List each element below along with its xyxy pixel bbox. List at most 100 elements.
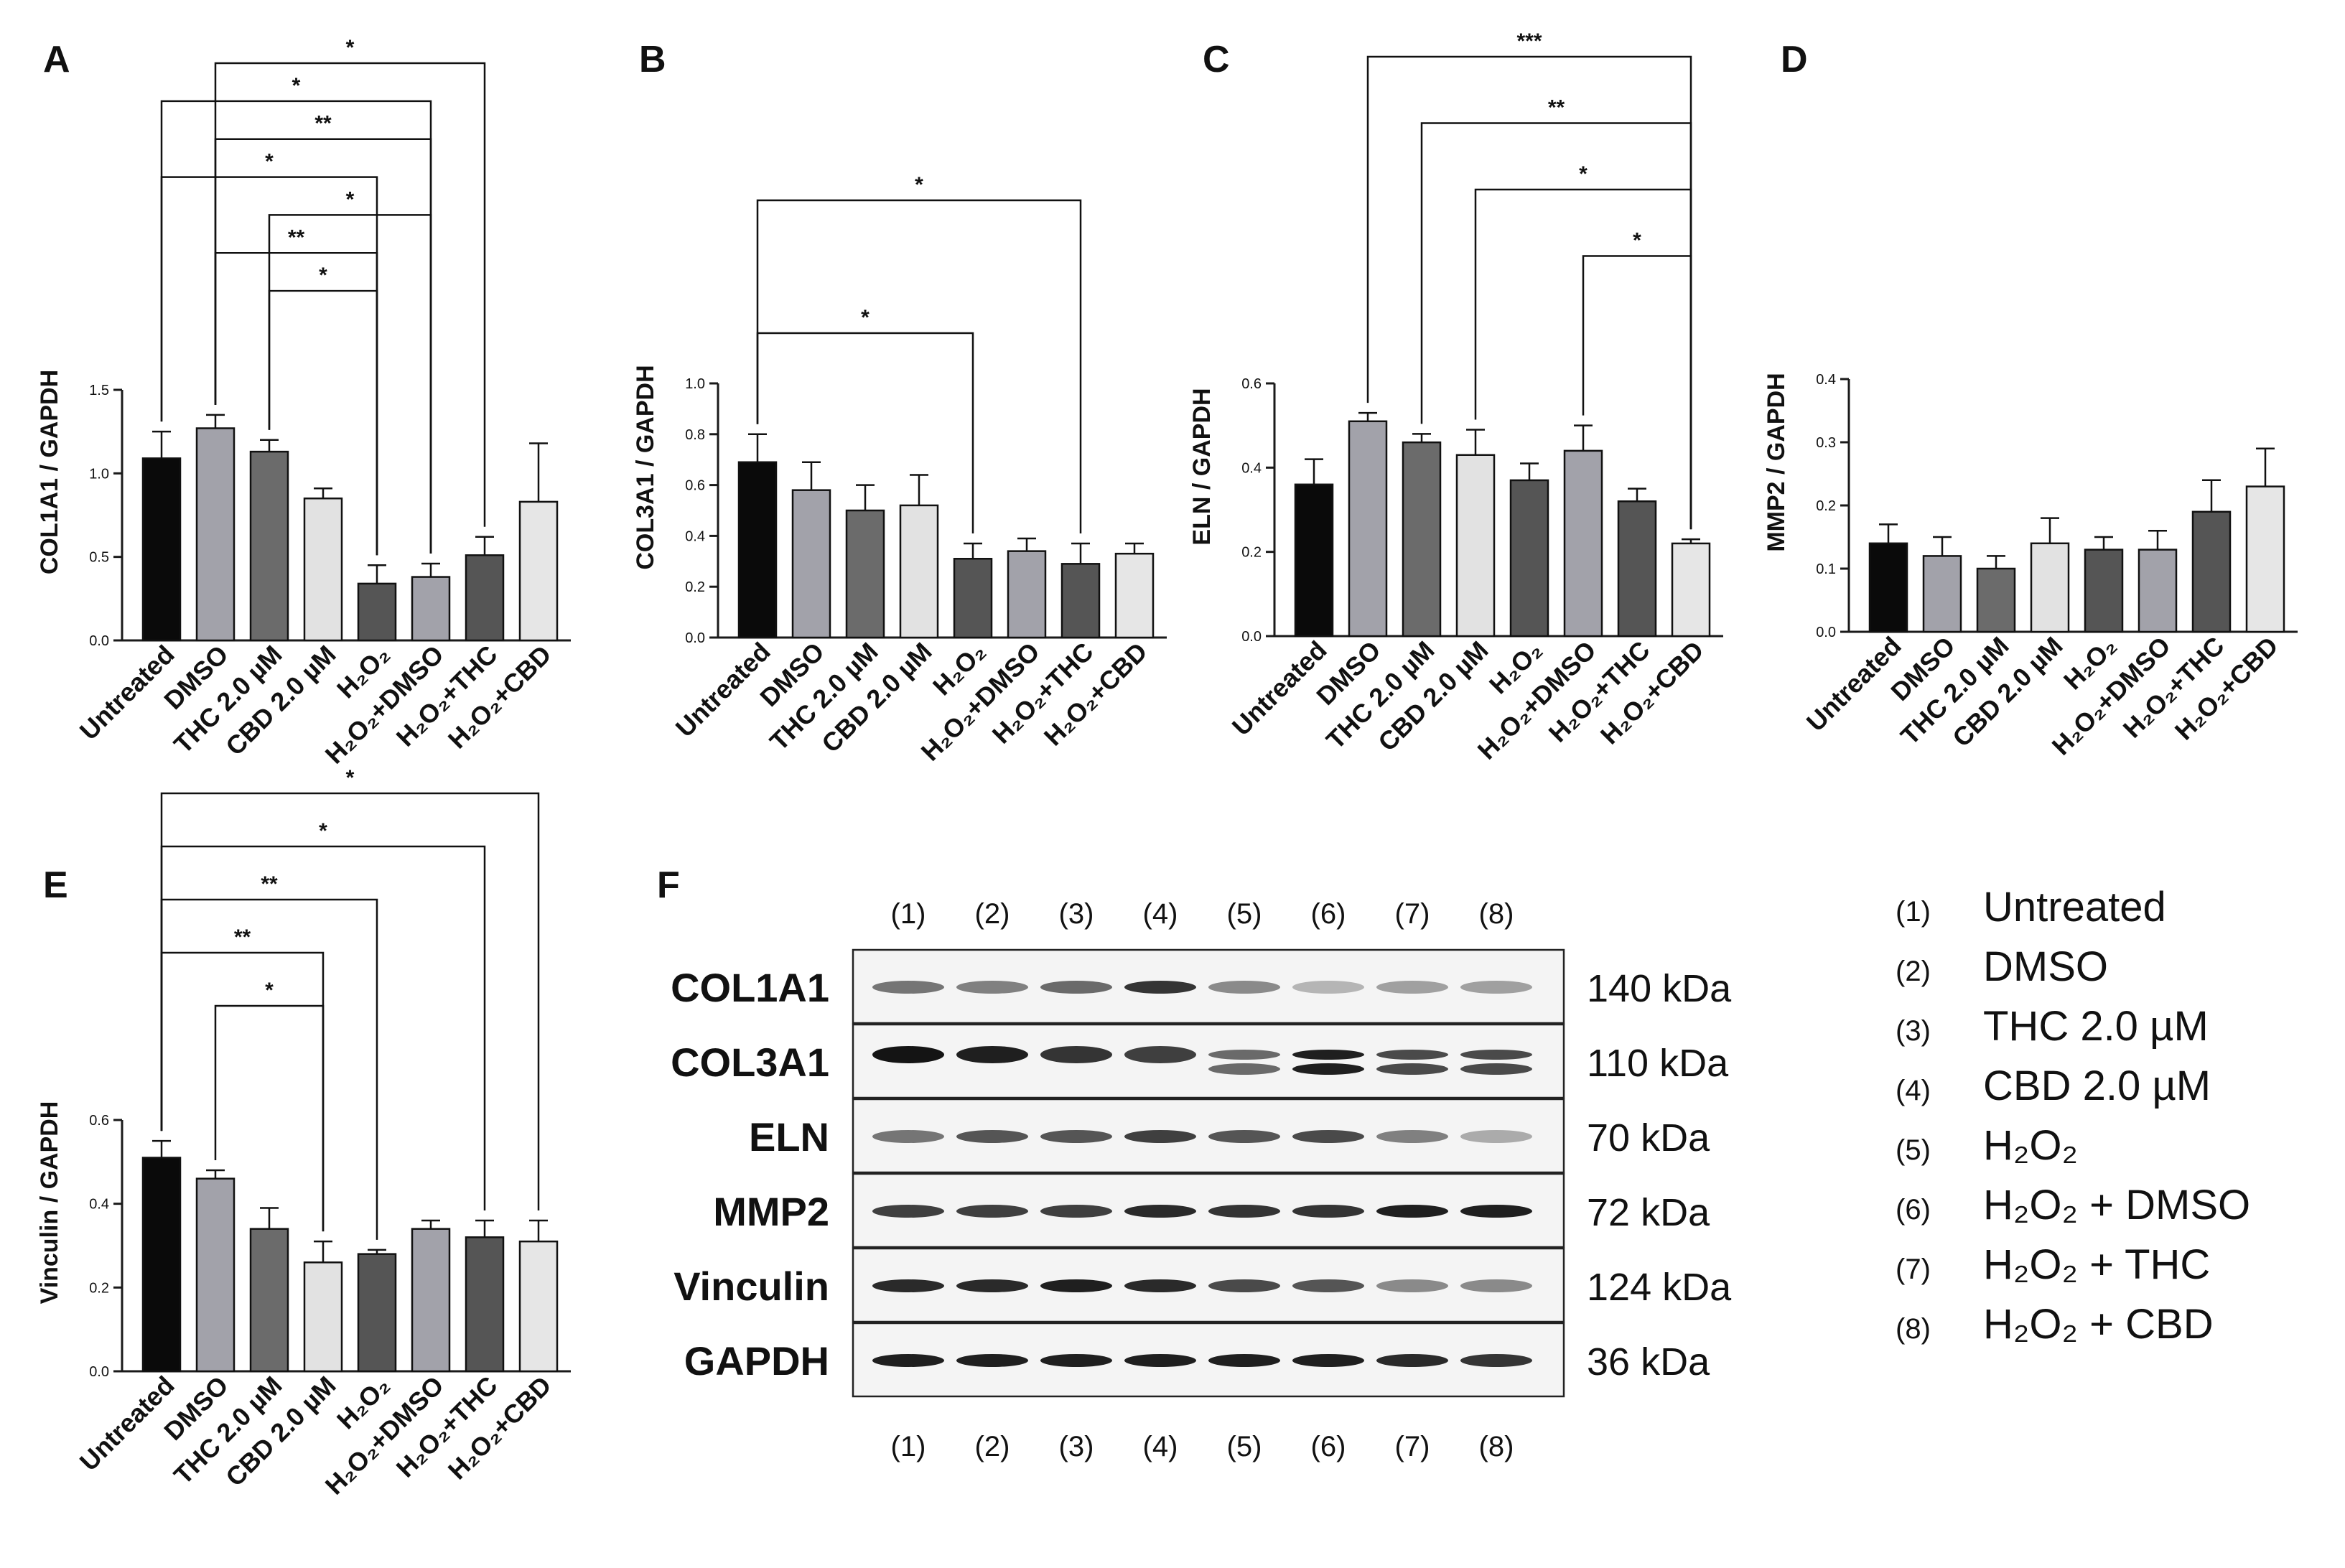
y-tick-label: 0.0 xyxy=(89,1364,109,1380)
bar xyxy=(899,504,939,639)
bar xyxy=(195,1177,236,1373)
bar xyxy=(953,558,993,639)
bar xyxy=(249,1228,289,1373)
blot-band xyxy=(1376,1063,1448,1075)
bar xyxy=(2137,549,2178,633)
significance-bracket xyxy=(756,332,974,534)
blot-kda-label: 110 kDa xyxy=(1587,1042,1729,1085)
y-tick-label: 0.3 xyxy=(1816,435,1836,451)
lane-label-bottom: (4) xyxy=(1143,1431,1178,1462)
y-tick-label: 0.8 xyxy=(685,427,705,443)
bar xyxy=(1671,542,1711,638)
bar xyxy=(1294,483,1334,638)
blot-band xyxy=(1208,981,1280,994)
y-tick-label: 0.0 xyxy=(1816,625,1836,640)
legend-label: H₂O₂ + DMSO xyxy=(1983,1182,2250,1228)
panel-letter: C xyxy=(1203,39,1230,80)
bar xyxy=(1868,542,1908,633)
blot-protein-label: MMP2 xyxy=(713,1189,829,1234)
blot-row-col1a1: COL1A1 140 kDa xyxy=(671,948,1732,1025)
blot-band xyxy=(872,1205,944,1218)
blot-band xyxy=(1208,1279,1280,1292)
blot-band xyxy=(872,981,944,994)
y-axis-label: ELN / GAPDH xyxy=(1188,388,1216,545)
blot-band xyxy=(1040,1279,1112,1292)
blot-band xyxy=(1292,1279,1364,1292)
bar xyxy=(411,1228,451,1373)
bar xyxy=(303,497,343,642)
legend-number: (4) xyxy=(1896,1075,1931,1106)
bar xyxy=(845,509,885,639)
lane-label-top: (1) xyxy=(891,898,926,930)
bar xyxy=(1617,500,1657,638)
legend-label: H₂O₂ xyxy=(1983,1122,2078,1169)
significance-label: * xyxy=(346,36,355,60)
blot-kda-label: 140 kDa xyxy=(1587,967,1732,1010)
significance-label: * xyxy=(861,306,870,330)
blot-band xyxy=(1292,1130,1364,1143)
bar xyxy=(1114,552,1155,639)
blot-band xyxy=(1040,1046,1112,1063)
blot-band xyxy=(1292,1205,1364,1218)
panel-letter: A xyxy=(43,39,70,80)
bar xyxy=(518,1240,559,1373)
y-axis-label: COL1A1 / GAPDH xyxy=(36,370,63,574)
blot-band xyxy=(1124,1354,1196,1367)
y-tick-label: 0.4 xyxy=(1816,372,1836,388)
blot-band xyxy=(956,1354,1028,1367)
blot-band xyxy=(1124,1130,1196,1143)
blot-band xyxy=(956,981,1028,994)
lane-label-top: (4) xyxy=(1143,898,1178,930)
blot-band xyxy=(1292,981,1364,994)
y-tick-label: 0.5 xyxy=(89,550,109,566)
lane-label-top: (2) xyxy=(975,898,1010,930)
significance-label: *** xyxy=(1516,29,1542,53)
significance-label: * xyxy=(346,187,355,211)
blot-row-eln: ELN 70 kDa xyxy=(749,1098,1710,1174)
lane-label-bottom: (1) xyxy=(891,1431,926,1462)
bar xyxy=(737,461,778,639)
significance-label: * xyxy=(292,74,301,98)
significance-label: ** xyxy=(1548,96,1565,120)
blot-band xyxy=(956,1205,1028,1218)
bar xyxy=(411,576,451,642)
blot-band xyxy=(956,1130,1028,1143)
bar xyxy=(357,582,397,642)
blot-row-col3a1: COL3A1 110 kDa xyxy=(671,1023,1729,1099)
significance-bracket xyxy=(268,214,432,554)
blot-band xyxy=(872,1130,944,1143)
y-tick-label: 0.2 xyxy=(685,579,705,595)
legend-number: (2) xyxy=(1896,956,1931,987)
blot-band xyxy=(1040,1130,1112,1143)
bar xyxy=(791,489,831,639)
significance-label: * xyxy=(1579,162,1588,186)
bar xyxy=(2245,485,2285,633)
lane-label-bottom: (6) xyxy=(1311,1431,1346,1462)
bar xyxy=(195,427,236,642)
bar xyxy=(2191,510,2232,633)
blot-band xyxy=(1376,1354,1448,1367)
blot-band xyxy=(1460,981,1532,994)
lane-label-bottom: (2) xyxy=(975,1431,1010,1462)
blot-band xyxy=(1460,1205,1532,1218)
lane-label-top: (7) xyxy=(1395,898,1430,930)
blot-band xyxy=(1124,1205,1196,1218)
blot-panel: F (1) (1) (2) (2) (3) (3) (4) (4) (5) (5) (6) (6) (7)… xyxy=(657,864,1732,1462)
y-tick-label: 0.2 xyxy=(1241,545,1262,561)
blot-band xyxy=(1040,1354,1112,1367)
y-tick-label: 0.4 xyxy=(1241,460,1262,476)
lane-label-bottom: (3) xyxy=(1059,1431,1094,1462)
y-tick-label: 0.0 xyxy=(89,633,109,649)
bar xyxy=(1348,420,1388,638)
blot-band xyxy=(1208,1130,1280,1143)
significance-label: ** xyxy=(234,925,251,949)
lane-label-bottom: (8) xyxy=(1479,1431,1514,1462)
y-tick-label: 0.1 xyxy=(1816,561,1836,577)
blot-protein-label: GAPDH xyxy=(684,1338,829,1383)
